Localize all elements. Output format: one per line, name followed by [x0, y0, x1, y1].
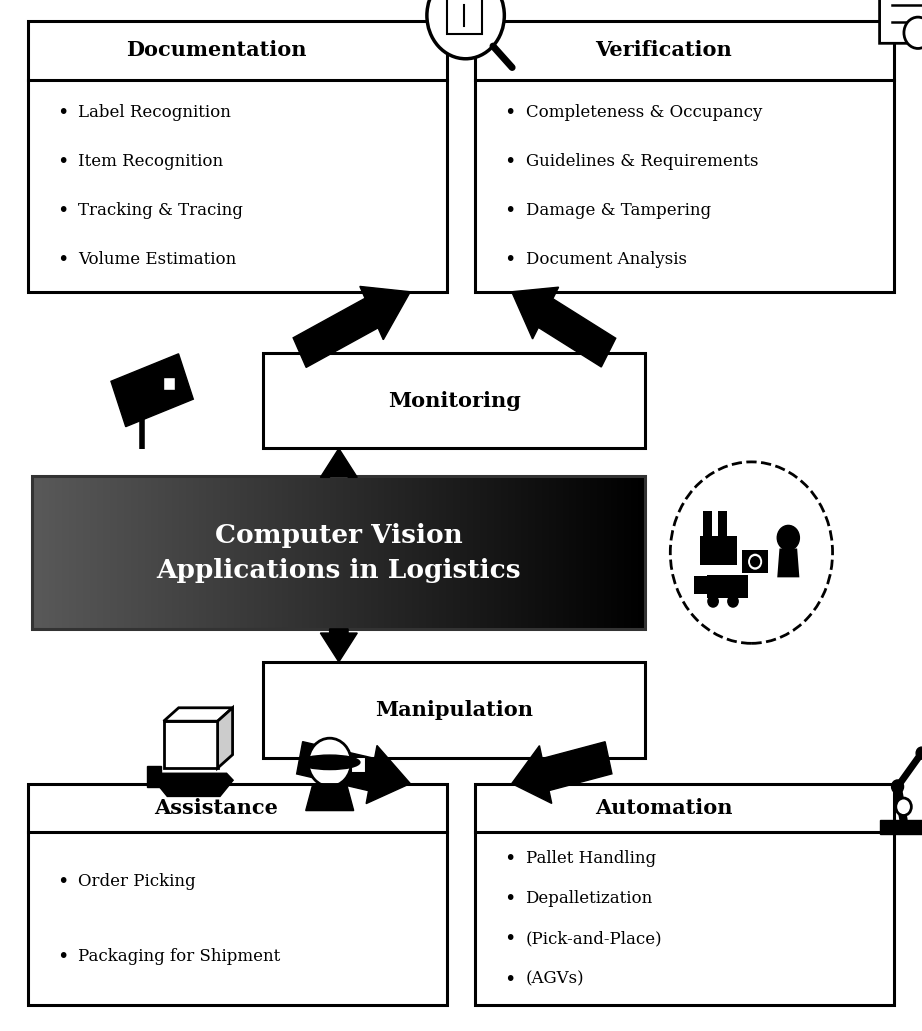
Bar [32, 476, 645, 629]
Text: Documentation: Documentation [126, 40, 307, 61]
Bar [163, 722, 218, 768]
Circle shape [308, 738, 351, 787]
Polygon shape [512, 741, 612, 803]
Bar [707, 575, 748, 598]
Polygon shape [512, 288, 616, 367]
Text: Depalletization: Depalletization [526, 890, 653, 907]
Text: •: • [57, 103, 68, 122]
Text: Packaging for Shipment: Packaging for Shipment [78, 947, 280, 965]
Circle shape [427, 0, 504, 59]
Text: Label Recognition: Label Recognition [78, 104, 231, 121]
Text: •: • [57, 251, 68, 269]
Bar [700, 536, 737, 565]
Bar [163, 376, 175, 390]
Text: •: • [504, 969, 515, 989]
Bar [447, 0, 482, 34]
Text: •: • [57, 201, 68, 220]
Text: Assistance: Assistance [155, 798, 278, 818]
Circle shape [916, 747, 922, 759]
Circle shape [751, 557, 760, 567]
Bar [694, 575, 709, 594]
Bar [475, 784, 894, 1005]
Circle shape [777, 526, 799, 551]
Bar [351, 757, 366, 773]
Text: •: • [504, 849, 515, 868]
Polygon shape [306, 784, 354, 810]
Polygon shape [297, 741, 410, 803]
Bar [263, 662, 645, 758]
Text: Verification: Verification [596, 40, 732, 61]
Text: •: • [504, 103, 515, 122]
Bar [28, 21, 447, 292]
Text: •: • [504, 152, 515, 171]
Circle shape [727, 596, 739, 607]
Text: Volume Estimation: Volume Estimation [78, 252, 237, 268]
Text: Damage & Tampering: Damage & Tampering [526, 202, 711, 220]
Text: •: • [504, 251, 515, 269]
Ellipse shape [300, 755, 360, 769]
Polygon shape [293, 287, 410, 367]
Text: Completeness & Occupancy: Completeness & Occupancy [526, 104, 762, 121]
Bar [880, 821, 922, 833]
Text: Computer Vision
Applications in Logistics: Computer Vision Applications in Logistic… [157, 523, 521, 583]
Bar [263, 353, 645, 448]
Text: Pallet Handling: Pallet Handling [526, 850, 656, 867]
Text: Order Picking: Order Picking [78, 872, 196, 890]
Text: •: • [57, 152, 68, 171]
Text: Guidelines & Requirements: Guidelines & Requirements [526, 153, 758, 170]
Circle shape [896, 798, 911, 816]
Text: Item Recognition: Item Recognition [78, 153, 223, 170]
Text: (AGVs): (AGVs) [526, 970, 585, 988]
Bar [28, 784, 447, 1005]
Bar [718, 511, 727, 536]
Bar [742, 551, 768, 573]
Polygon shape [880, 0, 922, 43]
Circle shape [747, 553, 763, 571]
Text: Manipulation: Manipulation [375, 700, 533, 720]
Polygon shape [148, 766, 160, 788]
Text: •: • [504, 889, 515, 908]
Text: •: • [504, 201, 515, 220]
Text: •: • [504, 929, 515, 949]
Polygon shape [218, 707, 232, 768]
Text: Tracking & Tracing: Tracking & Tracing [78, 202, 243, 220]
Bar [475, 21, 894, 292]
Circle shape [904, 18, 922, 48]
Polygon shape [777, 548, 799, 577]
Circle shape [892, 779, 904, 794]
Circle shape [708, 596, 718, 607]
Text: Document Analysis: Document Analysis [526, 252, 687, 268]
Text: •: • [57, 871, 68, 891]
Text: (Pick-and-Place): (Pick-and-Place) [526, 930, 662, 947]
Polygon shape [154, 773, 233, 796]
Polygon shape [321, 629, 358, 662]
Text: Monitoring: Monitoring [387, 391, 521, 410]
Bar [703, 511, 713, 544]
Text: •: • [57, 946, 68, 966]
Text: Automation: Automation [595, 798, 732, 818]
Polygon shape [321, 448, 358, 477]
Polygon shape [163, 707, 232, 722]
Polygon shape [111, 354, 194, 427]
